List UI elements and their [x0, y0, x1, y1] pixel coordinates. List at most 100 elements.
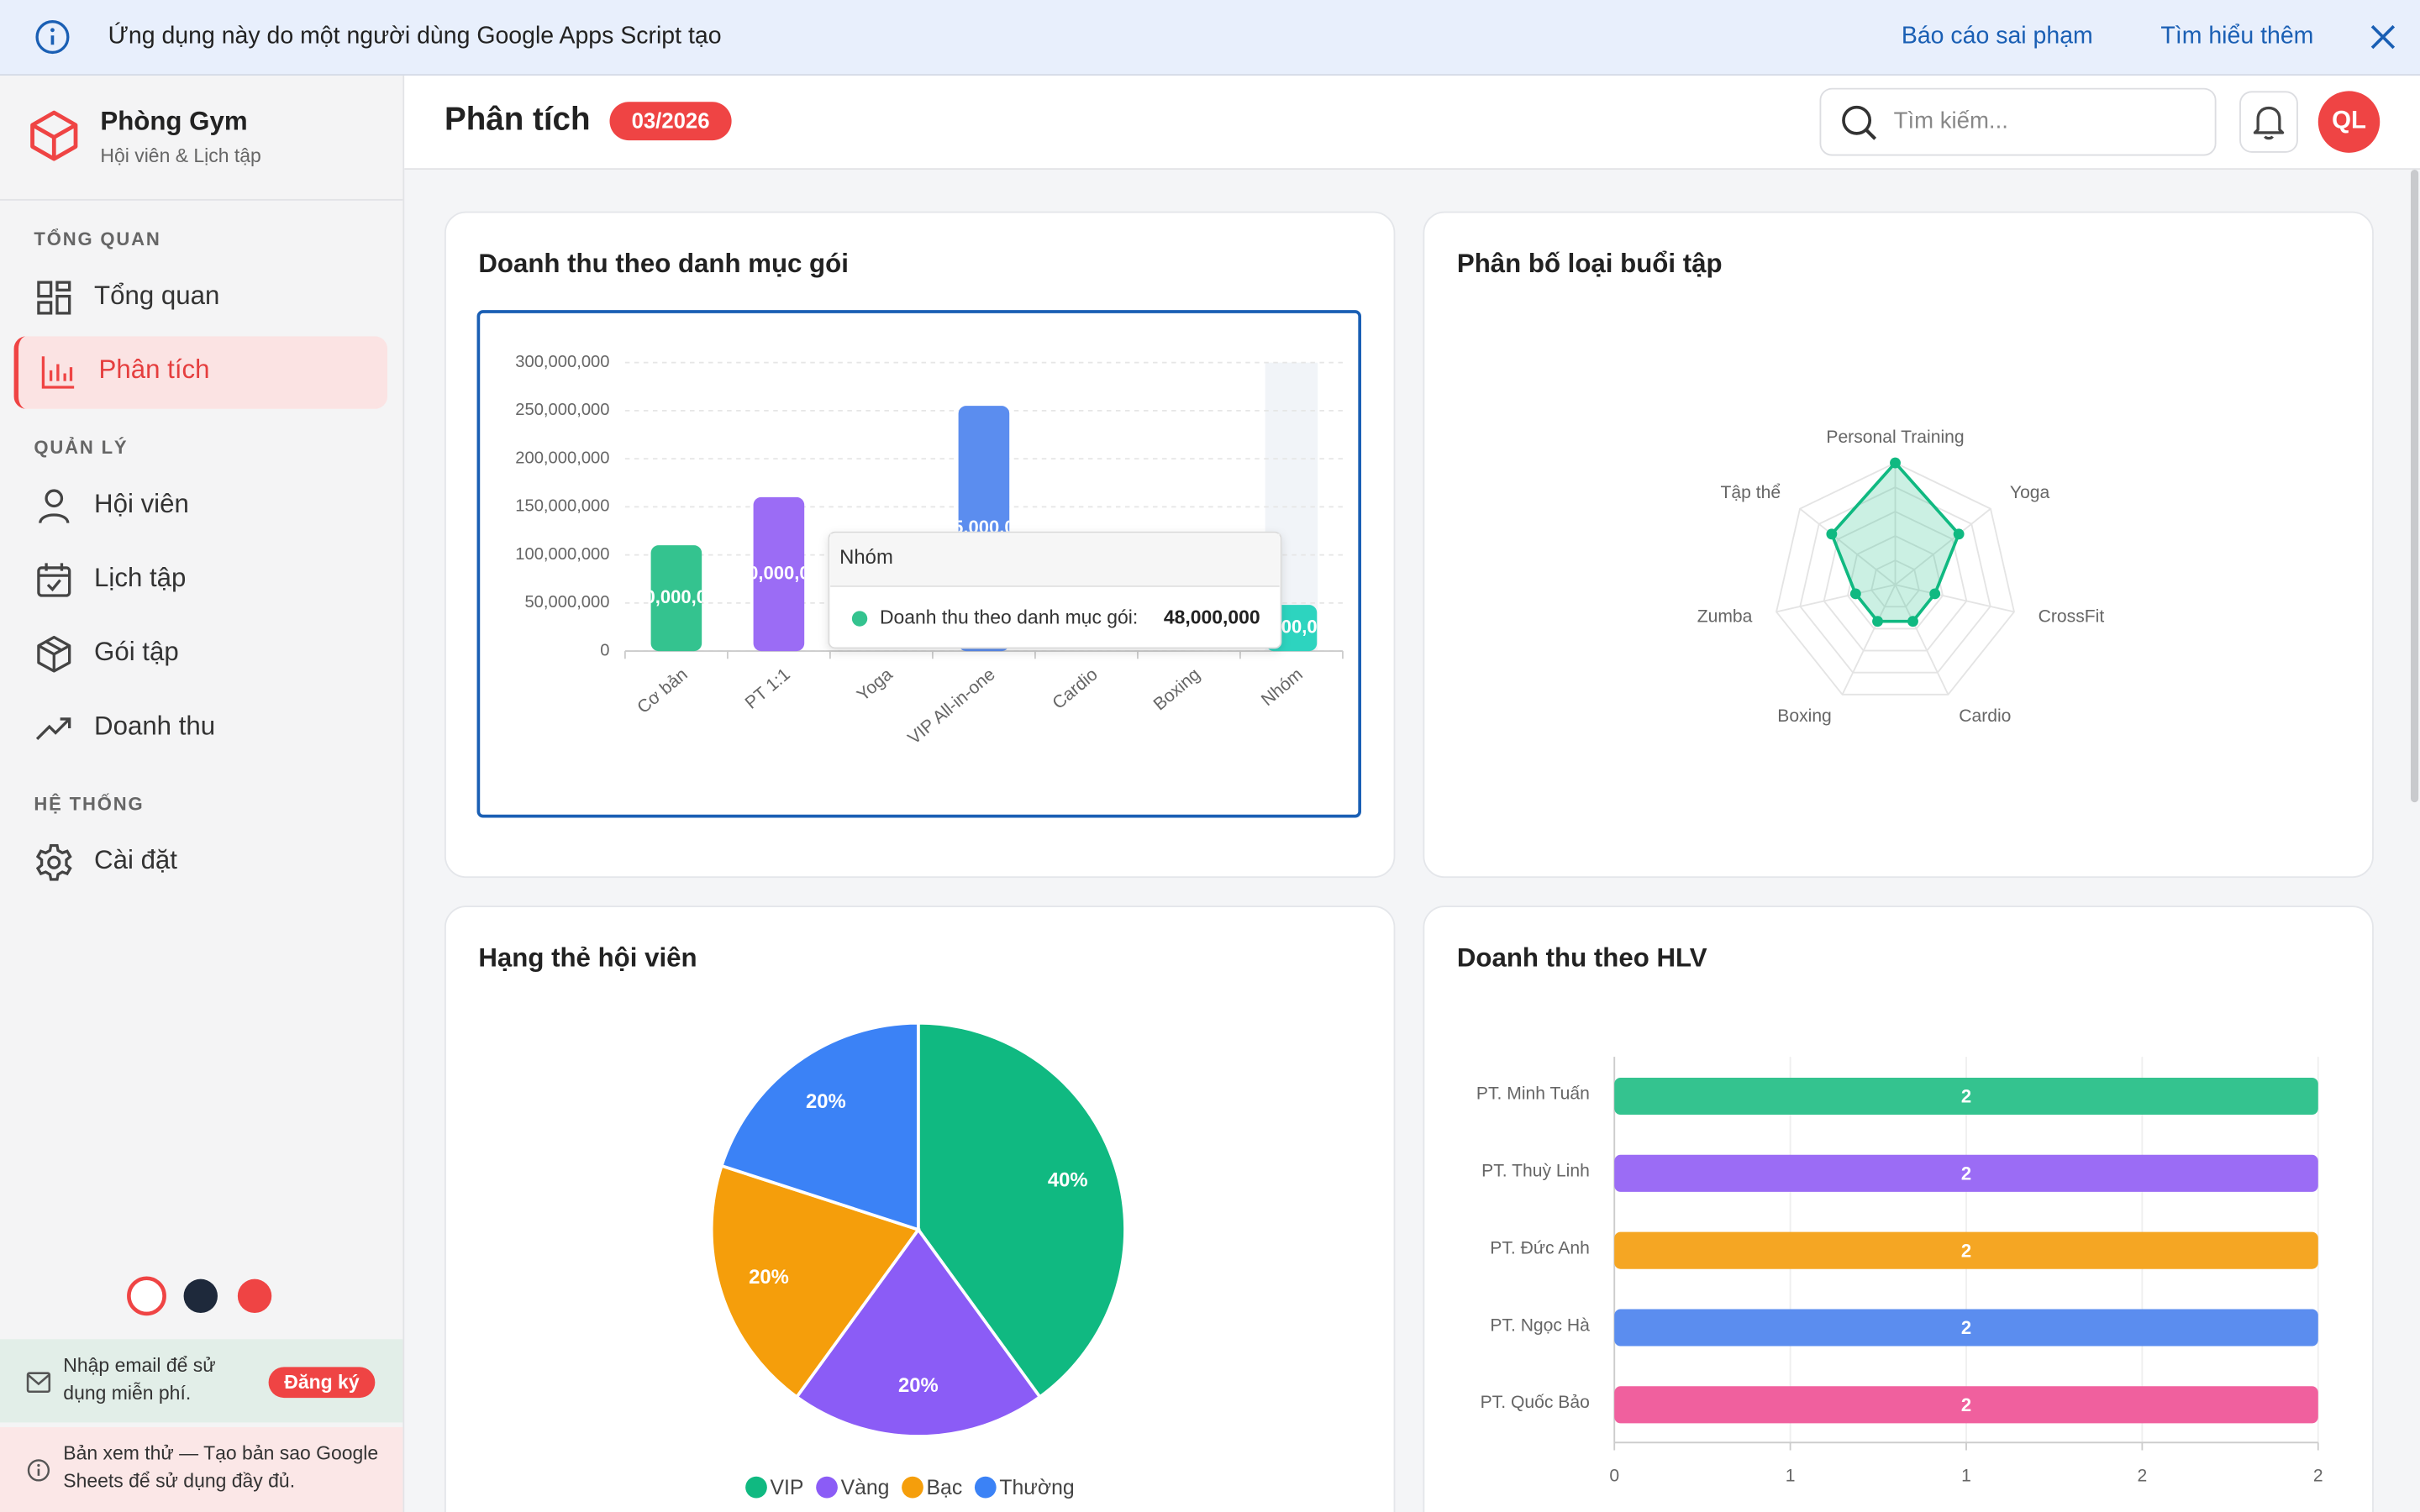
- tooltip-header: [830, 533, 1280, 586]
- value-label: 2: [1961, 1394, 1971, 1415]
- search-placeholder: Tìm kiếm...: [1893, 108, 2008, 134]
- x-tick-label: Boxing: [1150, 664, 1204, 714]
- radar-spoke: [1895, 584, 2015, 613]
- y-tick-label: PT. Ngọc Hà: [1490, 1315, 1590, 1335]
- chart-title: Doanh thu theo danh mục gói: [478, 249, 848, 278]
- nav-icon: [39, 489, 70, 524]
- legend-label: Thường: [999, 1477, 1074, 1499]
- radar-ring: [1823, 511, 1968, 652]
- radar-point: [1826, 528, 1838, 540]
- brand-tagline: Hội viên & Lịch tập: [100, 144, 261, 167]
- legend-swatch: [816, 1476, 838, 1499]
- nav-item[interactable]: Gói tập: [94, 637, 179, 667]
- axis-label: Boxing: [1777, 706, 1832, 726]
- bell-icon: [2253, 106, 2285, 140]
- y-tick-label: 0: [600, 641, 609, 659]
- x-tick-label: Nhóm: [1258, 664, 1307, 710]
- section-title: HỆ THỐNG: [34, 793, 145, 815]
- radar-ring: [1870, 559, 1920, 608]
- radar-spoke: [1894, 584, 1949, 696]
- nav-item[interactable]: Cài đặt: [94, 845, 177, 875]
- nav-item[interactable]: Hội viên: [94, 489, 189, 519]
- search-box[interactable]: [1819, 87, 2217, 156]
- period-badge[interactable]: 03/2026: [609, 102, 732, 141]
- sidebar: [0, 76, 405, 1512]
- nav-item[interactable]: Tổng quan: [94, 281, 220, 311]
- bar: [1614, 1231, 2318, 1269]
- axis-label: Tập thể: [1720, 483, 1781, 502]
- axis-label: Cardio: [1959, 706, 2011, 726]
- theme-option[interactable]: [127, 1276, 166, 1316]
- theme-picker: [127, 1276, 272, 1316]
- tooltip: Nhóm Doanh thu theo danh mục gói: 48,000,0…: [828, 531, 1282, 649]
- radar-point: [1907, 616, 1918, 627]
- value-label: 160,000,000: [728, 562, 831, 583]
- x-tick-label: 1: [1786, 1466, 1796, 1485]
- avatar[interactable]: QL: [2317, 91, 2381, 153]
- nav-item[interactable]: Doanh thu: [94, 711, 216, 741]
- nav-item[interactable]: Lịch tập: [94, 563, 187, 593]
- value-label: 20%: [806, 1090, 846, 1113]
- theme-option[interactable]: [237, 1278, 272, 1314]
- close-button[interactable]: [2369, 24, 2396, 51]
- tooltip-label: Doanh thu theo danh mục gói:: [880, 606, 1138, 628]
- axis-label: CrossFit: [2039, 607, 2105, 627]
- radar-spoke: [1894, 507, 1991, 585]
- scrollbar: [2410, 170, 2419, 803]
- chart-title: Phân bố loại buổi tập: [1457, 249, 1723, 278]
- y-tick-label: PT. Minh Tuấn: [1476, 1084, 1590, 1104]
- banner-text: Ứng dụng này do một người dùng Google Ap…: [108, 23, 722, 50]
- legend-swatch: [745, 1476, 767, 1499]
- nav-active[interactable]: [13, 336, 388, 409]
- nav-icon: [37, 281, 71, 315]
- bar: [753, 496, 805, 652]
- y-tick-label: 100,000,000: [515, 545, 609, 564]
- brand-name: Phòng Gym: [100, 106, 248, 136]
- y-tick-label: PT. Thuỳ Linh: [1481, 1162, 1590, 1181]
- x-tick-label: Yoga: [854, 664, 897, 705]
- report-link[interactable]: Báo cáo sai phạm: [1901, 23, 2093, 50]
- y-tick-label: PT. Đức Anh: [1490, 1238, 1590, 1257]
- x-tick-label: 1: [1961, 1466, 1971, 1485]
- value-label: 2: [1961, 1317, 1971, 1338]
- notification-button[interactable]: [2239, 91, 2298, 153]
- tooltip-value: 48,000,000: [1164, 606, 1260, 628]
- search-icon: [1842, 105, 1877, 140]
- nav-icon: [35, 717, 71, 740]
- radar-ring: [1776, 462, 2015, 696]
- y-tick-label: PT. Quốc Bảo: [1481, 1393, 1590, 1412]
- preview-box: [0, 1426, 403, 1512]
- divider: [0, 198, 403, 201]
- info-icon: [27, 1459, 50, 1482]
- header: [404, 76, 2420, 171]
- bar: [1614, 1154, 2318, 1192]
- nav-icon: [37, 563, 71, 597]
- legend-swatch: [902, 1476, 923, 1499]
- y-tick-label: 300,000,000: [515, 353, 609, 371]
- tooltip-swatch: [851, 611, 868, 627]
- theme-option[interactable]: [183, 1278, 218, 1314]
- legend-label: Vàng: [841, 1477, 890, 1499]
- value-label: 20%: [898, 1374, 939, 1397]
- axis-label: Personal Training: [1826, 428, 1964, 447]
- learn-more-link[interactable]: Tìm hiểu thêm: [2160, 23, 2314, 50]
- section-title: TỔNG QUAN: [34, 228, 161, 250]
- radar-point: [1849, 588, 1861, 600]
- radar-point: [1953, 528, 1965, 540]
- y-tick-label: 150,000,000: [515, 497, 609, 516]
- nav-item[interactable]: Phân tích: [98, 354, 210, 385]
- nav-icon: [41, 356, 75, 389]
- value-label: 2: [1961, 1240, 1971, 1261]
- banner: [0, 0, 2420, 76]
- signup-text: Nhập email để sử dụng miễn phí.: [63, 1354, 216, 1404]
- tooltip-title: Nhóm: [839, 546, 893, 569]
- page-title: Phân tích: [444, 102, 591, 138]
- radar-ring: [1799, 486, 1991, 674]
- radar-point: [1872, 616, 1883, 627]
- pie-slice: [719, 1021, 920, 1232]
- value-label: 2: [1961, 1086, 1971, 1107]
- chart-title: Hạng thẻ hội viên: [478, 943, 697, 973]
- value-label: 40%: [1048, 1168, 1088, 1191]
- signup-button[interactable]: Đăng ký: [268, 1367, 376, 1399]
